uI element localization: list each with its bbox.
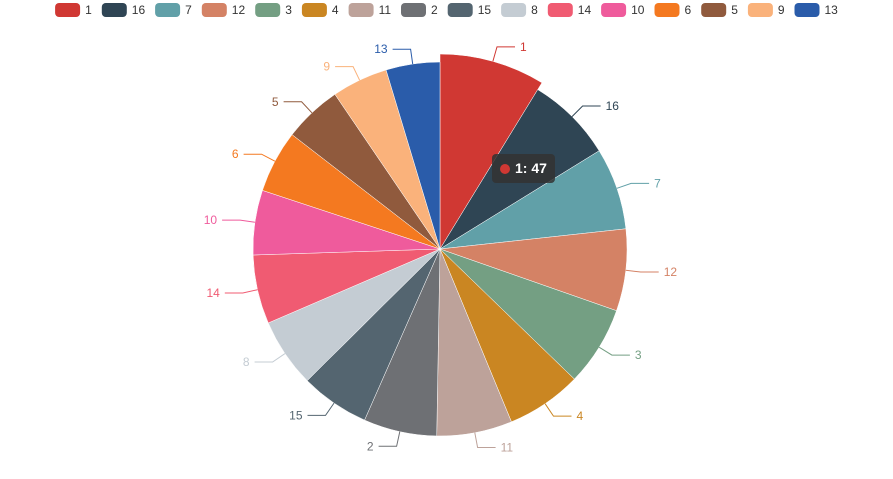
legend-item-8[interactable]: 8 xyxy=(501,3,538,17)
leader-line-10 xyxy=(222,219,255,223)
slice-label-15: 15 xyxy=(289,408,303,422)
slice-label-14: 14 xyxy=(206,286,220,300)
legend-item-4[interactable]: 4 xyxy=(301,3,339,17)
legend-swatch-3 xyxy=(255,3,281,17)
legend-item-10[interactable]: 10 xyxy=(601,3,645,17)
slice-label-6: 6 xyxy=(232,147,239,161)
legend-label-6: 6 xyxy=(685,3,692,17)
legend-label-15: 15 xyxy=(478,3,492,17)
slice-label-5: 5 xyxy=(272,95,279,109)
slice-labels: 1 16 7 12 3 4 11 2 15 8 14 10 6 5 9 13 xyxy=(204,40,678,455)
legend-item-2[interactable]: 2 xyxy=(401,3,438,17)
legend-item-5[interactable]: 5 xyxy=(701,3,738,17)
leader-line-3 xyxy=(598,346,630,356)
legend-swatch-1 xyxy=(55,3,81,17)
legend-swatch-13 xyxy=(794,3,820,17)
legend-label-9: 9 xyxy=(778,3,785,17)
legend-label-1: 1 xyxy=(85,3,92,17)
tooltip-text: 1: 47 xyxy=(515,160,547,176)
pie-slice-13[interactable] xyxy=(385,61,441,250)
leader-line-11 xyxy=(474,432,496,448)
legend-item-13[interactable]: 13 xyxy=(794,3,839,17)
legend-item-16[interactable]: 16 xyxy=(101,3,146,17)
legend-swatch-15 xyxy=(447,3,473,17)
legend-item-11[interactable]: 11 xyxy=(348,3,392,17)
legend-swatch-5 xyxy=(701,3,727,17)
legend-label-5: 5 xyxy=(731,3,738,17)
legend-label-4: 4 xyxy=(332,3,339,17)
slice-label-11: 11 xyxy=(501,441,514,455)
leader-line-4 xyxy=(544,403,572,417)
slice-label-4: 4 xyxy=(577,409,584,423)
tooltip-color-dot xyxy=(500,163,510,174)
legend-swatch-6 xyxy=(654,3,680,17)
leader-line-12 xyxy=(625,269,659,273)
slice-label-10: 10 xyxy=(204,213,218,227)
leader-line-2 xyxy=(378,431,401,447)
leader-line-14 xyxy=(224,289,258,294)
leader-line-7 xyxy=(616,182,650,189)
slice-label-12: 12 xyxy=(664,265,678,279)
legend-label-2: 2 xyxy=(431,3,438,17)
slice-label-1: 1 xyxy=(520,40,527,54)
slice-label-16: 16 xyxy=(606,99,620,113)
slice-label-8: 8 xyxy=(243,355,250,369)
leader-line-15 xyxy=(307,402,335,416)
pie-slice-1[interactable] xyxy=(439,53,543,250)
tooltip: 1: 47 xyxy=(492,154,555,183)
leader-line-16 xyxy=(571,105,601,117)
legend-swatch-10 xyxy=(601,3,627,17)
leader-line-9 xyxy=(335,66,361,81)
legend-item-7[interactable]: 7 xyxy=(155,3,192,17)
legend-label-16: 16 xyxy=(132,3,146,17)
slice-label-2: 2 xyxy=(367,439,374,453)
leader-line-5 xyxy=(283,101,313,114)
legend-label-3: 3 xyxy=(285,3,292,17)
legend-swatch-14 xyxy=(547,3,573,17)
legend-item-14[interactable]: 14 xyxy=(547,3,592,17)
legend-label-14: 14 xyxy=(578,3,592,17)
slice-label-13: 13 xyxy=(374,42,388,56)
legend-label-12: 12 xyxy=(232,3,246,17)
legend-item-3[interactable]: 3 xyxy=(255,3,292,17)
leader-line-13 xyxy=(392,48,414,65)
legend-swatch-16 xyxy=(101,3,127,17)
legend-item-1[interactable]: 1 xyxy=(55,3,92,17)
legend-item-6[interactable]: 6 xyxy=(654,3,692,17)
legend-item-9[interactable]: 9 xyxy=(747,3,785,17)
pie-slices xyxy=(252,53,628,437)
legend-swatch-7 xyxy=(155,3,181,17)
legend-label-13: 13 xyxy=(825,3,839,17)
legend-swatch-11 xyxy=(348,3,374,17)
leader-line-6 xyxy=(243,153,276,162)
legend-swatch-12 xyxy=(201,3,227,17)
slice-label-3: 3 xyxy=(635,348,642,362)
leader-line-8 xyxy=(254,353,286,363)
legend-label-7: 7 xyxy=(185,3,192,17)
legend-item-15[interactable]: 15 xyxy=(447,3,492,17)
legend-label-10: 10 xyxy=(631,3,645,17)
slice-label-9: 9 xyxy=(323,60,330,74)
legend-swatch-2 xyxy=(401,3,426,17)
legend-label-11: 11 xyxy=(379,3,392,17)
legend: 1 16 7 12 3 4 11 2 15 8 14 10 6 5 9 13 xyxy=(55,3,838,17)
leader-line-1 xyxy=(492,46,515,62)
legend-label-8: 8 xyxy=(531,3,538,17)
legend-swatch-9 xyxy=(747,3,773,17)
slice-label-7: 7 xyxy=(654,176,661,190)
legend-item-12[interactable]: 12 xyxy=(201,3,246,17)
legend-swatch-8 xyxy=(501,3,527,17)
legend-swatch-4 xyxy=(301,3,327,17)
